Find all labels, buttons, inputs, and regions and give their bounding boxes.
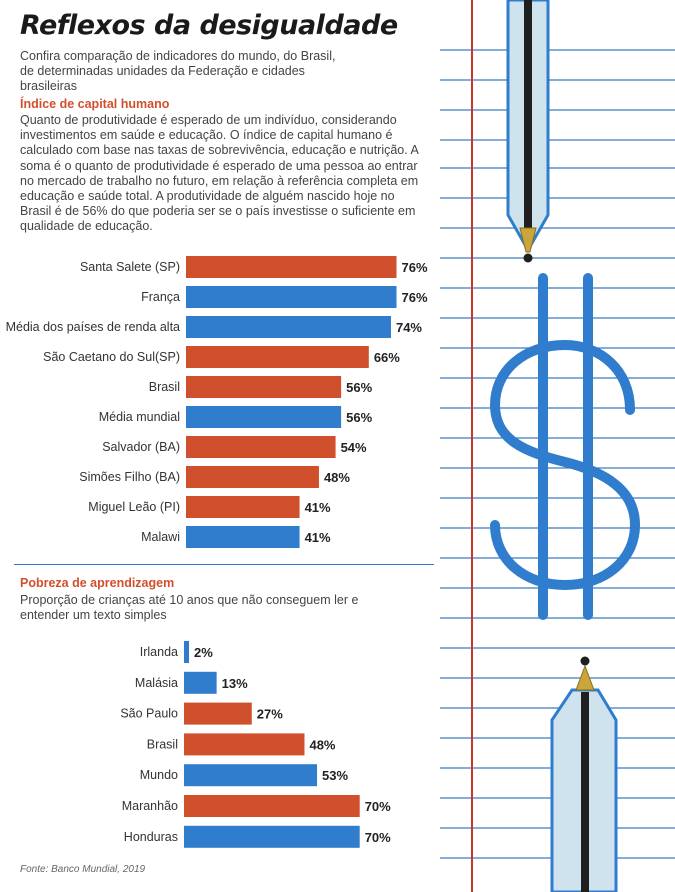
value-label: 70% [365, 830, 391, 845]
category-label: Média mundial [99, 410, 180, 424]
bar-charts: Santa Salete (SP) 76% França 76% Média dos p… [6, 256, 428, 848]
category-label: Malawi [141, 530, 180, 544]
bar [184, 825, 360, 848]
category-label: São Caetano do Sul(SP) [43, 350, 180, 364]
value-label: 48% [324, 470, 350, 485]
section-title-pobreza-aprendizagem: Pobreza de aprendizagem [20, 576, 175, 590]
value-label: 41% [305, 530, 331, 545]
value-label: 53% [322, 768, 348, 783]
page-title: Reflexos da desigualdade [20, 10, 398, 41]
value-label: 76% [402, 260, 428, 275]
bar [184, 733, 305, 756]
source-note: Fonte: Banco Mundial, 2019 [20, 864, 146, 875]
bar [186, 496, 300, 518]
value-label: 70% [365, 799, 391, 814]
category-label: Brasil [147, 737, 178, 751]
category-label: Salvador (BA) [102, 440, 180, 454]
pen-dollar-illustration [440, 0, 675, 892]
value-label: 56% [346, 380, 372, 395]
category-label: Simões Filho (BA) [79, 470, 180, 484]
bar [186, 346, 369, 368]
category-label: Irlanda [140, 645, 178, 659]
value-label: 41% [305, 500, 331, 515]
category-label: Miguel Leão (PI) [88, 500, 180, 514]
bar [186, 316, 391, 338]
value-label: 74% [396, 320, 422, 335]
value-label: 48% [309, 737, 335, 752]
bar [184, 795, 360, 817]
category-label: Média dos países de renda alta [6, 320, 180, 334]
bar [186, 436, 336, 458]
bar [184, 702, 252, 725]
page-subtitle: Confira comparação de indicadores do mun… [20, 49, 336, 93]
value-label: 66% [374, 350, 400, 365]
category-label: Santa Salete (SP) [80, 260, 180, 274]
category-label: Malásia [135, 676, 178, 690]
category-label: Brasil [149, 380, 180, 394]
value-label: 2% [194, 645, 213, 660]
bar [186, 256, 397, 278]
bar [186, 406, 342, 428]
section-title-capital-humano: Índice de capital humano [20, 97, 170, 111]
section-description-pobreza-aprendizagem: Proporção de crianças até 10 anos que nã… [20, 593, 359, 623]
value-label: 27% [257, 707, 283, 722]
top-pen-icon [506, 0, 550, 263]
section-divider [14, 564, 434, 565]
dollar-sign-icon [489, 273, 641, 620]
category-label: Maranhão [122, 799, 178, 813]
value-label: 76% [402, 290, 428, 305]
bar [184, 671, 217, 694]
category-label: Mundo [140, 768, 178, 782]
bottom-pen-icon [550, 656, 618, 892]
bar [186, 526, 300, 548]
category-label: França [141, 290, 180, 304]
value-label: 56% [346, 410, 372, 425]
bar [186, 376, 342, 398]
category-label: Honduras [124, 830, 178, 844]
bar [184, 641, 190, 663]
bar [186, 466, 319, 488]
category-label: São Paulo [120, 707, 178, 721]
value-label: 54% [341, 440, 367, 455]
section-description-capital-humano: Quanto de produtividade é esperado de um… [20, 113, 419, 234]
bar [184, 764, 318, 787]
bar [186, 286, 397, 308]
value-label: 13% [222, 676, 248, 691]
